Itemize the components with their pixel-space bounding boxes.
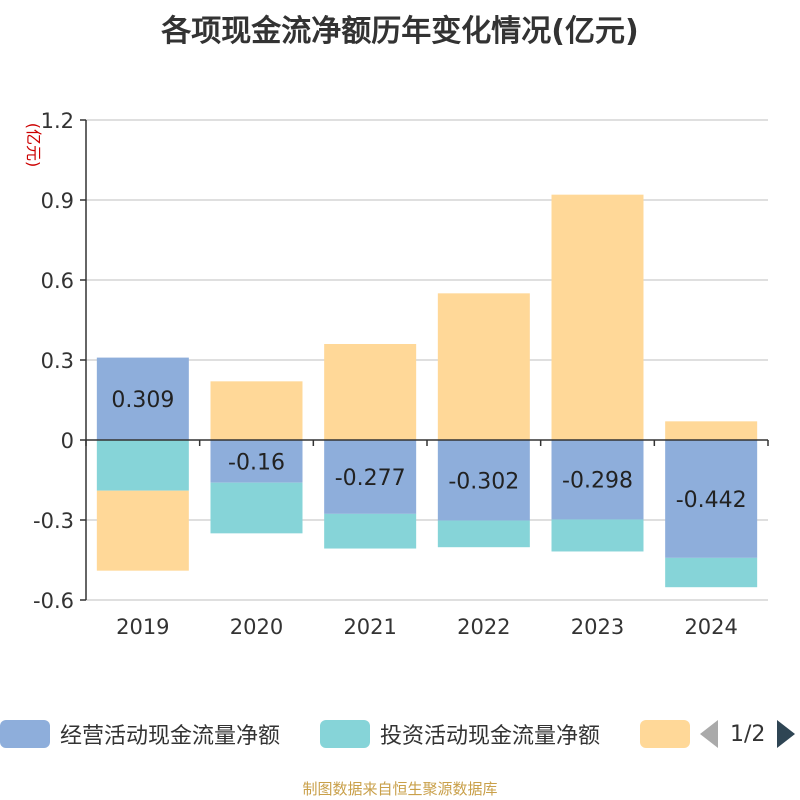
bar-series-1-2022 bbox=[437, 440, 530, 521]
bar-series-1-2024 bbox=[665, 440, 758, 558]
y-tick-label: -0.3 bbox=[33, 509, 74, 533]
y-tick-label: -0.6 bbox=[33, 589, 74, 613]
bar-series-3-2020 bbox=[210, 381, 303, 440]
data-label: -0.298 bbox=[562, 469, 633, 494]
bar-series-2-2023 bbox=[551, 519, 644, 552]
legend: 经营活动现金流量净额 投资活动现金流量净额 1/2 bbox=[0, 714, 800, 754]
data-label: -0.302 bbox=[448, 469, 519, 494]
y-tick-label: 0.6 bbox=[41, 269, 74, 293]
bar-series-3-2022 bbox=[437, 293, 530, 440]
bar-series-2-2020 bbox=[210, 482, 303, 534]
y-tick-label: 0.3 bbox=[41, 349, 74, 373]
y-axis-label: (亿元) bbox=[24, 123, 43, 168]
data-label: -0.16 bbox=[228, 450, 285, 475]
bar-series-2-2022 bbox=[437, 520, 530, 548]
y-tick-label: 0 bbox=[61, 429, 74, 453]
bar-series-3-2019 bbox=[96, 490, 189, 571]
legend-item-third[interactable] bbox=[640, 720, 690, 748]
legend-page-indicator: 1/2 bbox=[730, 721, 766, 747]
legend-label-investing: 投资活动现金流量净额 bbox=[380, 724, 601, 749]
bar-series-2-2024 bbox=[665, 557, 758, 588]
legend-swatch-operating bbox=[0, 720, 50, 748]
bar-series-2-2021 bbox=[324, 513, 417, 549]
legend-item-investing[interactable]: 投资活动现金流量净额 bbox=[320, 720, 601, 749]
data-label: -0.277 bbox=[335, 466, 406, 491]
bar-series-1-2021 bbox=[324, 440, 417, 514]
y-tick-label: 0.9 bbox=[41, 189, 74, 213]
legend-next-arrow-icon[interactable] bbox=[777, 720, 796, 748]
bar-series-3-2024 bbox=[665, 421, 758, 440]
legend-swatch-investing bbox=[320, 720, 370, 748]
bar-series-1-2019 bbox=[96, 357, 189, 440]
x-tick-label: 2020 bbox=[230, 615, 283, 639]
bar-series-1-2020 bbox=[210, 440, 303, 483]
data-label: -0.442 bbox=[676, 488, 747, 513]
x-tick-label: 2024 bbox=[684, 615, 737, 639]
legend-pager: 1/2 bbox=[700, 720, 796, 748]
legend-prev-arrow-icon[interactable] bbox=[700, 720, 718, 748]
data-source-note: 制图数据来自恒生聚源数据库 bbox=[302, 780, 498, 798]
x-tick-label: 2022 bbox=[457, 615, 510, 639]
bar-series-3-2023 bbox=[551, 194, 644, 440]
bar-series-1-2023 bbox=[551, 440, 644, 520]
x-tick-label: 2023 bbox=[571, 615, 624, 639]
legend-item-operating[interactable]: 经营活动现金流量净额 bbox=[0, 720, 281, 749]
bar-series-2-2019 bbox=[96, 440, 189, 491]
data-label: 0.309 bbox=[111, 388, 174, 413]
y-tick-label: 1.2 bbox=[41, 109, 74, 133]
legend-label-operating: 经营活动现金流量净额 bbox=[60, 724, 281, 749]
x-tick-label: 2019 bbox=[116, 615, 169, 639]
bar-series-3-2021 bbox=[324, 344, 417, 440]
legend-swatch-third bbox=[640, 720, 690, 748]
chart-title: 各项现金流净额历年变化情况(亿元) bbox=[161, 14, 639, 49]
x-tick-label: 2021 bbox=[343, 615, 396, 639]
